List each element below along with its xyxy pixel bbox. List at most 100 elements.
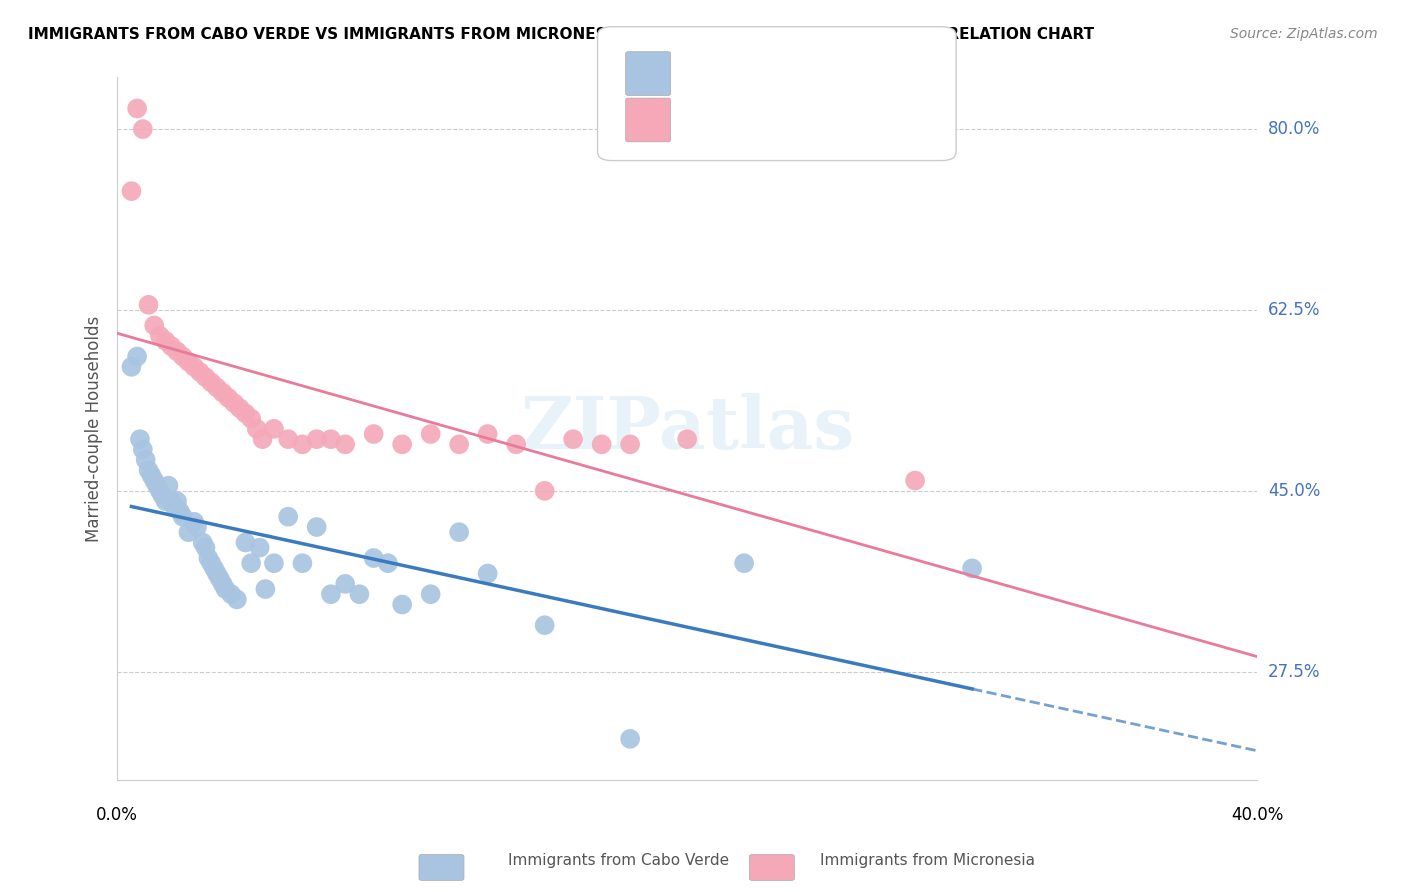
Point [129, 432, 152, 446]
Point [235, 406, 257, 420]
Point [166, 344, 188, 359]
Point [157, 478, 180, 492]
Point [127, 102, 149, 116]
Point [202, 561, 225, 575]
Point [138, 298, 160, 312]
Point [183, 515, 205, 529]
Point [349, 587, 371, 601]
Point [319, 587, 342, 601]
Text: ZIPatlas: ZIPatlas [520, 393, 855, 465]
Point [132, 122, 155, 136]
Point [319, 432, 342, 446]
Text: IMMIGRANTS FROM CABO VERDE VS IMMIGRANTS FROM MICRONESIA MARRIED-COUPLE HOUSEHOL: IMMIGRANTS FROM CABO VERDE VS IMMIGRANTS… [28, 27, 1094, 42]
Point [143, 318, 166, 333]
Point [194, 370, 217, 384]
Point [240, 411, 263, 425]
Point [120, 184, 142, 198]
Text: Source: ZipAtlas.com: Source: ZipAtlas.com [1230, 27, 1378, 41]
Point [240, 556, 263, 570]
Point [904, 474, 927, 488]
Point [208, 572, 231, 586]
Point [252, 432, 274, 446]
Text: 27.5%: 27.5% [1268, 663, 1320, 681]
Point [146, 478, 169, 492]
Point [377, 556, 399, 570]
Point [225, 592, 247, 607]
Point [152, 489, 174, 503]
Point [186, 520, 208, 534]
Point [141, 468, 163, 483]
Point [217, 391, 239, 405]
Point [177, 525, 200, 540]
Point [419, 587, 441, 601]
Point [205, 380, 228, 394]
Point [155, 334, 177, 348]
Text: 0.0%: 0.0% [96, 806, 138, 824]
Point [211, 577, 233, 591]
Point [177, 354, 200, 368]
Point [391, 437, 413, 451]
Text: R = -0.177   N = 53: R = -0.177 N = 53 [682, 64, 859, 82]
Point [305, 432, 328, 446]
Point [155, 494, 177, 508]
Point [291, 556, 314, 570]
Point [120, 359, 142, 374]
Point [200, 376, 222, 390]
Point [197, 551, 219, 566]
Text: 40.0%: 40.0% [1230, 806, 1284, 824]
Point [214, 582, 236, 596]
Text: Immigrants from Cabo Verde: Immigrants from Cabo Verde [508, 854, 730, 868]
Point [132, 442, 155, 457]
Point [160, 339, 183, 353]
Point [149, 328, 172, 343]
Point [619, 731, 641, 746]
Point [160, 494, 183, 508]
Point [277, 509, 299, 524]
Point [477, 566, 499, 581]
Point [222, 396, 245, 410]
Point [246, 422, 269, 436]
Point [188, 365, 211, 379]
Point [505, 437, 527, 451]
Point [211, 385, 233, 400]
Point [591, 437, 613, 451]
Text: 80.0%: 80.0% [1268, 120, 1320, 138]
Point [235, 535, 257, 549]
Text: 45.0%: 45.0% [1268, 482, 1320, 500]
Point [194, 541, 217, 555]
Point [449, 437, 471, 451]
Point [183, 359, 205, 374]
Point [169, 504, 191, 518]
Point [172, 509, 194, 524]
Point [363, 427, 385, 442]
Point [733, 556, 755, 570]
Point [219, 587, 242, 601]
Point [205, 566, 228, 581]
Point [277, 432, 299, 446]
Point [619, 437, 641, 451]
Point [263, 422, 285, 436]
Point [562, 432, 585, 446]
Point [166, 494, 188, 508]
Point [533, 618, 555, 632]
Point [449, 525, 471, 540]
Point [263, 556, 285, 570]
Point [127, 350, 149, 364]
Point [477, 427, 499, 442]
Point [163, 500, 186, 514]
Text: 62.5%: 62.5% [1268, 301, 1320, 319]
Point [138, 463, 160, 477]
Point [419, 427, 441, 442]
Point [191, 535, 214, 549]
Point [305, 520, 328, 534]
Point [135, 453, 157, 467]
Point [676, 432, 699, 446]
Y-axis label: Married-couple Households: Married-couple Households [86, 316, 103, 542]
Point [200, 556, 222, 570]
Point [149, 483, 172, 498]
Point [333, 437, 356, 451]
Text: R =  0.052   N = 42: R = 0.052 N = 42 [682, 111, 858, 128]
Text: Immigrants from Micronesia: Immigrants from Micronesia [821, 854, 1035, 868]
Point [172, 350, 194, 364]
Point [143, 474, 166, 488]
